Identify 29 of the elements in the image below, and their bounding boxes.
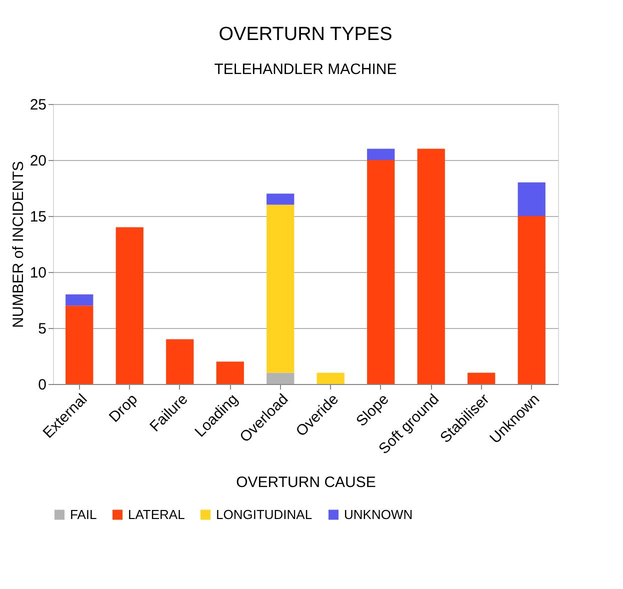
bar [367, 148, 395, 160]
y-tick-label: 20 [30, 152, 46, 170]
bar [316, 372, 344, 384]
bar [166, 339, 194, 384]
chart-title: OVERTURN TYPES [218, 24, 392, 45]
bar [468, 372, 496, 384]
legend-label: FAIL [70, 506, 97, 522]
bar [216, 362, 244, 384]
bar [518, 216, 546, 384]
bar [266, 204, 294, 373]
y-tick-label: 10 [30, 264, 46, 282]
bar [66, 294, 94, 306]
y-tick-label: 0 [38, 376, 46, 394]
y-axis-title: NUMBER of INCIDENTS [10, 161, 27, 328]
legend-label: LATERAL [128, 506, 185, 522]
bar [417, 148, 445, 384]
legend-label: LONGITUDINAL [216, 506, 312, 522]
y-tick-label: 5 [38, 320, 46, 338]
y-tick-label: 15 [30, 208, 46, 226]
bar [266, 372, 294, 384]
legend-label: UNKNOWN [344, 506, 413, 522]
bar [266, 194, 294, 205]
y-tick-label: 25 [30, 96, 46, 114]
bar [518, 182, 546, 216]
bar [367, 160, 395, 384]
bar [116, 227, 144, 384]
x-axis-title: OVERTURN CAUSE [236, 474, 376, 491]
bar [66, 306, 94, 384]
chart-subtitle: TELEHANDLER MACHINE [214, 61, 397, 78]
